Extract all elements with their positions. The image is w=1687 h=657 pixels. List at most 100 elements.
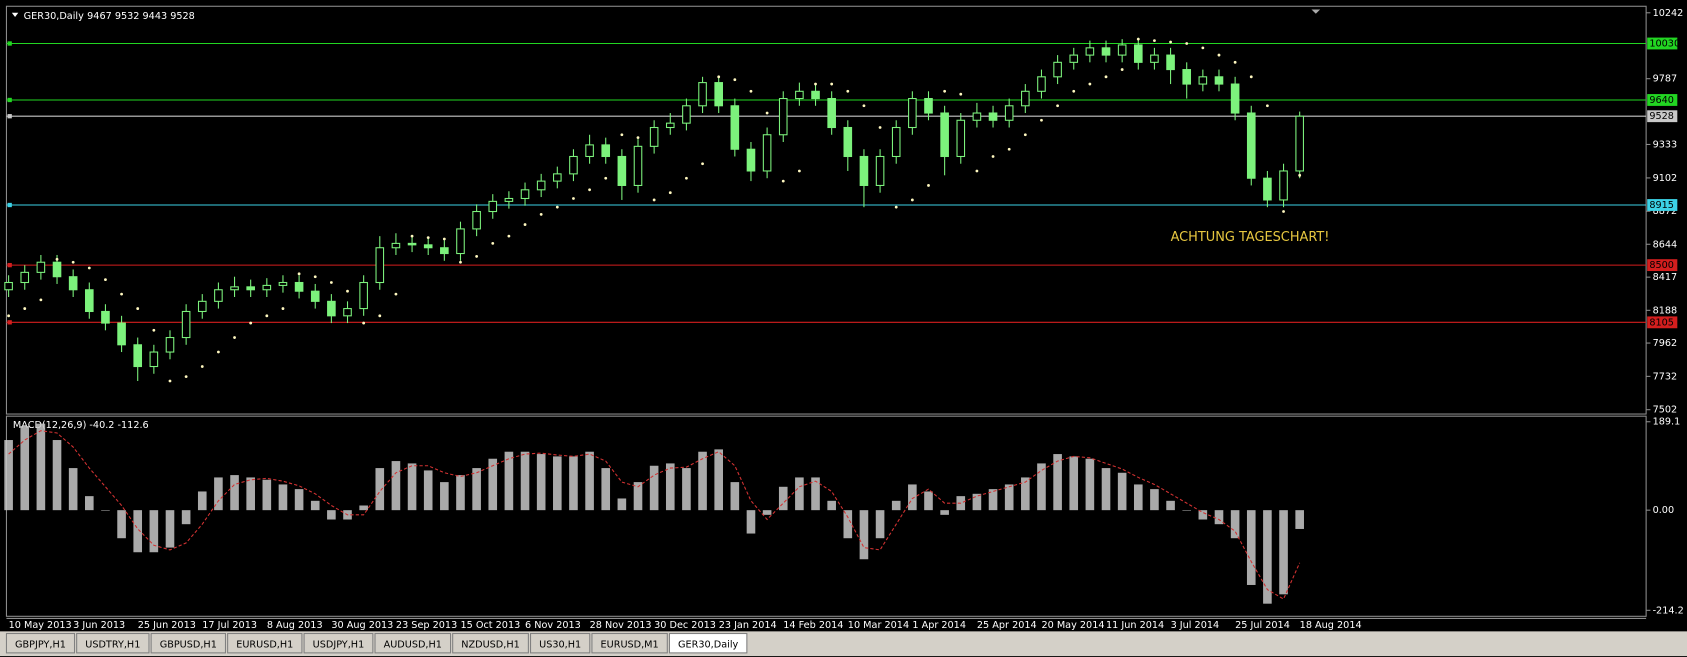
candle-body	[391, 242, 401, 249]
candle-body	[214, 289, 223, 302]
tab[interactable]	[452, 632, 529, 654]
candle-body	[68, 276, 78, 291]
candle-body	[133, 344, 143, 368]
sar-dot	[830, 82, 834, 86]
tab[interactable]	[227, 632, 303, 654]
macd-bar	[795, 477, 804, 511]
macd-bar	[504, 451, 514, 511]
y-tick-label: 7732	[1653, 371, 1678, 382]
tab[interactable]	[5, 632, 76, 654]
sar-dot	[797, 169, 801, 173]
candle-body	[1101, 47, 1111, 56]
sar-dot	[1153, 39, 1156, 42]
candle-body	[149, 351, 159, 368]
tab-label[interactable]: EURUSD,M1	[601, 639, 659, 650]
tab-label[interactable]: US30,H1	[539, 639, 581, 650]
candle-body	[262, 284, 272, 291]
macd-bar	[1198, 510, 1208, 520]
sar-dot	[297, 272, 301, 276]
tab[interactable]	[150, 632, 227, 654]
x-tick-label: 20 May 2014	[1041, 620, 1104, 631]
tab-label[interactable]: AUDUSD,H1	[384, 639, 442, 650]
macd-bar	[1069, 456, 1079, 511]
sar-dot	[701, 162, 704, 166]
menu-arrow[interactable]	[11, 12, 19, 18]
candle-body	[375, 247, 385, 284]
macd-bar	[294, 489, 304, 511]
sar-dot	[668, 191, 672, 195]
x-tick-label: 18 Aug 2014	[1300, 620, 1362, 631]
level-handle	[7, 97, 12, 103]
macd-bar	[310, 500, 320, 511]
sar-dot	[1298, 173, 1302, 177]
sar-dot	[588, 188, 591, 192]
candle-body	[407, 242, 417, 246]
sar-dot	[1023, 133, 1027, 137]
macd-bar	[327, 510, 336, 520]
sar-dot	[1056, 104, 1060, 108]
level-label: 10030	[1649, 38, 1680, 49]
macd-bar	[375, 468, 385, 511]
candle-body	[246, 286, 255, 291]
sar-dot	[959, 92, 963, 96]
candle-body	[875, 155, 885, 186]
sar-dot	[1201, 46, 1205, 50]
macd-bar	[181, 510, 191, 525]
x-tick-label: 10 May 2013	[9, 620, 72, 631]
x-tick-label: 8 Aug 2013	[267, 620, 323, 631]
sar-dot	[894, 205, 898, 209]
x-tick-label: 3 Jun 2013	[73, 620, 125, 631]
candle-body	[795, 90, 804, 100]
level-label: 8105	[1649, 317, 1674, 328]
tab[interactable]	[303, 632, 374, 654]
y-tick-label: 7502	[1653, 405, 1678, 416]
sar-dot	[604, 176, 608, 180]
y-tick-label: 9102	[1653, 173, 1678, 184]
sar-dot	[539, 213, 543, 216]
sar-dot	[313, 275, 317, 279]
level-label: 8915	[1649, 200, 1674, 211]
tab-label[interactable]: USDTRY,H1	[85, 639, 140, 650]
level-label-box	[1647, 110, 1678, 123]
tab[interactable]	[591, 632, 668, 654]
candle-body	[665, 122, 675, 129]
tab-label[interactable]: GBPJPY,H1	[15, 639, 66, 650]
macd-bar	[1150, 489, 1159, 511]
macd-bar	[36, 423, 46, 511]
candle-body	[165, 337, 175, 353]
sar-dot	[814, 82, 817, 86]
sar-dot	[249, 321, 253, 325]
annotation: ACHTUNG TAGESCHART!	[1171, 230, 1330, 245]
sar-dot	[991, 155, 995, 158]
tab-label[interactable]: NZDUSD,H1	[461, 639, 519, 650]
y-tick-label: 9333	[1653, 139, 1678, 150]
y-tick-label: 189.1	[1653, 417, 1681, 428]
tab[interactable]	[76, 632, 150, 654]
sar-dot	[39, 298, 43, 302]
macd-bar	[423, 470, 433, 511]
candle-body	[1133, 44, 1143, 63]
tab-label[interactable]: GER30,Daily	[678, 639, 738, 650]
macd-bar	[133, 510, 143, 553]
sar-dot	[555, 205, 559, 209]
candle-body	[1263, 177, 1272, 201]
y-tick-label: 8417	[1653, 272, 1678, 283]
tab-label[interactable]: USDJPY,H1	[313, 639, 365, 650]
tab[interactable]	[529, 632, 591, 654]
macd-bar	[214, 477, 223, 511]
candle-body	[972, 112, 982, 121]
x-tick-label: 6 Nov 2013	[525, 620, 581, 631]
y-tick-label: 8644	[1653, 239, 1678, 250]
candle-body	[617, 155, 627, 186]
candle-body	[294, 281, 304, 292]
sar-dot	[442, 237, 446, 241]
tab-label[interactable]: GBPUSD,H1	[160, 639, 217, 650]
sar-dot	[394, 292, 398, 296]
tab-label[interactable]: EURUSD,H1	[236, 639, 293, 650]
macd-bar	[649, 465, 659, 511]
candle-body	[278, 281, 288, 286]
x-tick-label: 25 Jul 2014	[1235, 620, 1290, 631]
tab[interactable]	[374, 632, 452, 654]
tab[interactable]	[668, 632, 748, 654]
macd-bar	[391, 461, 401, 511]
